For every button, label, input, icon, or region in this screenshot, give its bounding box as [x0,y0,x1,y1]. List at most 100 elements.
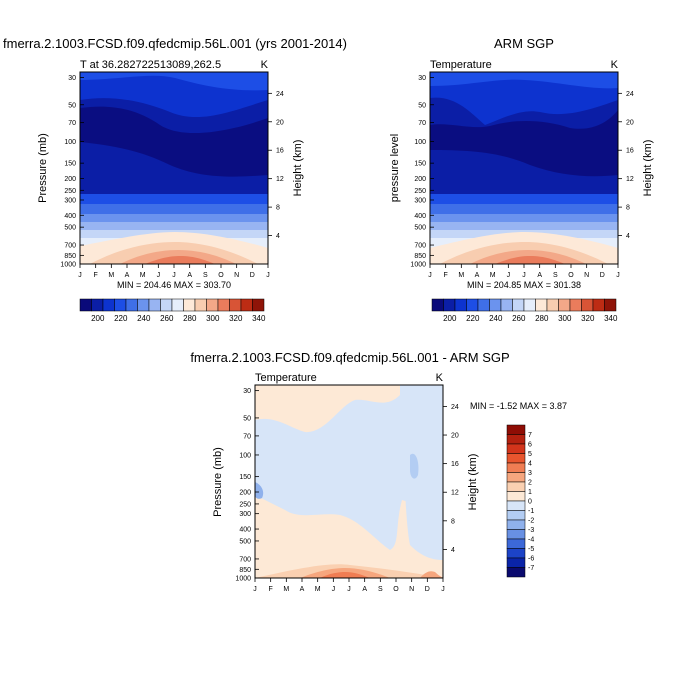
pressure-tick-label: 500 [239,538,251,545]
month-tick-label: J [441,586,445,593]
panel-diff-title: fmerra.2.1003.FCSD.f09.qfedcmip.56L.001 … [190,350,509,365]
pressure-tick-label: 400 [64,213,76,220]
month-tick-label: A [537,272,542,279]
month-tick-label: F [444,272,448,279]
pressure-tick-label: 70 [68,120,76,127]
month-tick-label: M [283,586,289,593]
month-tick-label: A [475,272,480,279]
pressure-tick-label: 50 [68,102,76,109]
height-tick-label: 24 [276,91,284,98]
month-tick-label: J [507,272,511,279]
height-tick-label: 4 [276,233,280,240]
panel-model-contours [80,72,268,264]
colorbar-swatch [489,298,502,312]
height-tick-label: 12 [626,176,634,183]
colorbar-label: 4 [528,461,532,468]
panel-model-colorbar: 200 220 240 260 280 300 320 340 [79,298,266,323]
panel-diff: fmerra.2.1003.FCSD.f09.qfedcmip.56L.001 … [190,350,567,593]
colorbar-swatch [558,298,571,312]
month-tick-label: A [300,586,305,593]
panel-obs-ylabel-right: Height (km) [642,140,654,197]
colorbar-swatch [506,567,526,578]
colorbar-label: 280 [183,314,197,323]
colorbar-swatch [592,298,605,312]
height-tick-label: 16 [276,148,284,155]
colorbar-swatch [512,298,525,312]
height-tick-label: 12 [276,176,284,183]
height-tick-label: 24 [451,404,459,411]
colorbar-label: -7 [528,565,534,572]
colorbar-label: 200 [91,314,105,323]
panel-model-ylabel: Pressure (mb) [37,133,49,203]
colorbar-swatch [506,491,526,502]
colorbar-label: -1 [528,508,534,515]
pressure-tick-label: 200 [414,176,426,183]
pressure-tick-label: 250 [414,188,426,195]
colorbar-swatch [506,462,526,473]
colorbar-swatch [506,453,526,464]
height-tick-label: 24 [626,91,634,98]
colorbar-swatch [443,298,456,312]
height-tick-label: 16 [626,148,634,155]
colorbar-swatch [506,548,526,559]
colorbar-swatch [194,298,207,312]
colorbar-swatch [506,519,526,530]
colorbar-label: 240 [489,314,503,323]
month-tick-label: S [378,586,383,593]
colorbar-label: 320 [581,314,595,323]
colorbar-swatch [506,557,526,568]
colorbar-swatch [431,298,444,312]
panel-diff-axes: 30 50 70 100 150 200 250 300 400 500 700 850 1000 24 2… [235,388,458,593]
panel-diff-ylabel-right: Height (km) [467,454,479,511]
colorbar-swatch [171,298,184,312]
panel-obs-colorbar: 200 220 240 260 280 300 320 340 [431,298,618,323]
month-tick-label: N [584,272,589,279]
colorbar-swatch [506,510,526,521]
colorbar-swatch [535,298,548,312]
colorbar-label: 280 [535,314,549,323]
pressure-tick-label: 30 [243,388,251,395]
month-tick-label: O [393,586,399,593]
height-tick-label: 4 [451,547,455,554]
colorbar-label: 320 [229,314,243,323]
pressure-tick-label: 400 [414,213,426,220]
colorbar-label: 220 [466,314,480,323]
colorbar-swatch [506,500,526,511]
panel-model-title: fmerra.2.1003.FCSD.f09.qfedcmip.56L.001 … [3,36,347,51]
month-tick-label: F [269,586,273,593]
panel-diff-subtitle-right: K [436,372,444,384]
month-tick-label: S [203,272,208,279]
colorbar-label: 5 [528,451,532,458]
panel-obs-ylabel: pressure level [389,134,401,202]
month-tick-label: N [409,586,414,593]
height-tick-label: 8 [626,205,630,212]
colorbar-swatch [114,298,127,312]
colorbar-label: 2 [528,480,532,487]
month-tick-label: J [332,586,336,593]
colorbar-label: 6 [528,442,532,449]
month-tick-label: M [490,272,496,279]
colorbar-label: 340 [252,314,266,323]
colorbar-label: 300 [558,314,572,323]
colorbar-swatch [217,298,230,312]
pressure-tick-label: 850 [414,253,426,260]
height-tick-label: 20 [626,119,634,126]
pressure-tick-label: 850 [239,567,251,574]
colorbar-swatch [506,472,526,483]
month-tick-label: D [250,272,255,279]
month-tick-label: N [234,272,239,279]
colorbar-swatch [466,298,479,312]
pressure-tick-label: 100 [64,139,76,146]
pressure-tick-label: 70 [418,120,426,127]
panel-model-axes: 30 50 70 100 150 200 250 300 400 500 700 850 1000 24 2… [60,75,283,279]
colorbar-swatch [569,298,582,312]
panel-diff-colorbar: 7 6 5 4 3 2 1 0 -1 -2 -3 -4 -5 -6 -7 [506,424,534,578]
pressure-tick-label: 850 [64,253,76,260]
colorbar-swatch [102,298,115,312]
month-tick-label: D [600,272,605,279]
colorbar-swatch [500,298,513,312]
panel-diff-ylabel: Pressure (mb) [212,447,224,517]
pressure-tick-label: 200 [64,176,76,183]
colorbar-swatch [454,298,467,312]
